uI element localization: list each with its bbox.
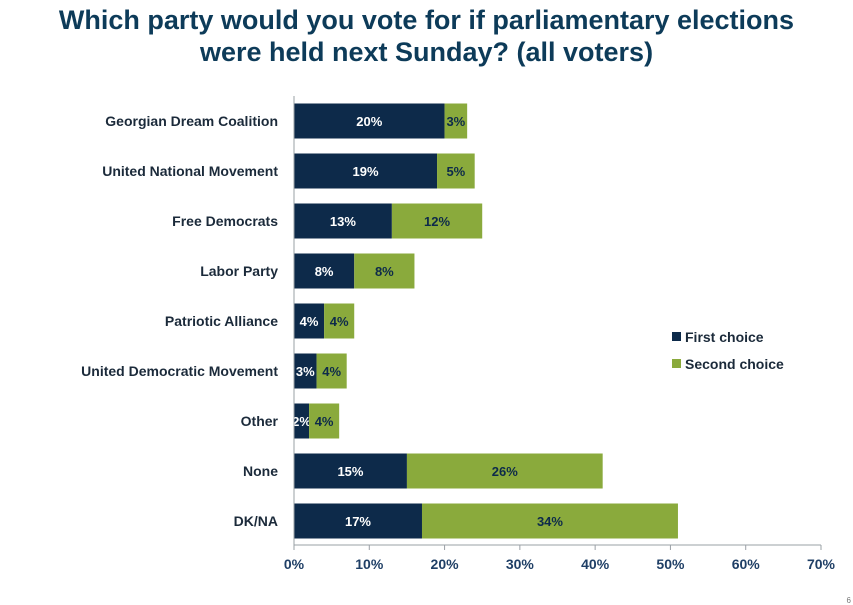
bars-layer: 20% 3% 19% 5% 13% 12% 8% 8% 4% 4% 3% 4% 2% 4% 15% 26% 17… bbox=[292, 103, 678, 539]
x-tick-label: 0% bbox=[284, 556, 305, 572]
data-label-first-choice: 8% bbox=[315, 264, 334, 279]
x-tick-label: 20% bbox=[431, 556, 460, 572]
category-label: United National Movement bbox=[102, 163, 278, 179]
chart-title-line-1: Which party would you vote for if parlia… bbox=[58, 5, 795, 35]
category-labels: Georgian Dream Coalition United National … bbox=[81, 113, 278, 529]
legend-label-first-choice: First choice bbox=[685, 329, 764, 345]
data-label-first-choice: 17% bbox=[345, 514, 371, 529]
category-label: Free Democrats bbox=[172, 213, 278, 229]
legend-label-second-choice: Second choice bbox=[685, 356, 784, 372]
bar-first-choice bbox=[294, 153, 438, 189]
bar-second-choice bbox=[421, 503, 678, 539]
chart-title: Which party would you vote for if parlia… bbox=[0, 4, 853, 68]
x-tick-label: 30% bbox=[506, 556, 535, 572]
category-label: Other bbox=[241, 413, 279, 429]
category-label: United Democratic Movement bbox=[81, 363, 278, 379]
bar-first-choice bbox=[294, 503, 422, 539]
bar-first-choice bbox=[294, 403, 310, 439]
legend-swatch-second-choice bbox=[672, 359, 681, 368]
bar-first-choice bbox=[294, 453, 407, 489]
category-label: DK/NA bbox=[234, 513, 278, 529]
category-label: Labor Party bbox=[200, 263, 278, 279]
page-number: 6 bbox=[846, 596, 851, 605]
data-label-second-choice: 26% bbox=[492, 464, 518, 479]
data-label-first-choice: 13% bbox=[330, 214, 356, 229]
legend-swatch-first-choice bbox=[672, 332, 681, 341]
data-label-first-choice: 19% bbox=[353, 164, 379, 179]
data-label-second-choice: 5% bbox=[446, 164, 465, 179]
bar-first-choice bbox=[294, 103, 445, 139]
x-tick-label: 70% bbox=[807, 556, 836, 572]
data-label-second-choice: 8% bbox=[375, 264, 394, 279]
data-label-first-choice: 3% bbox=[296, 364, 315, 379]
data-label-second-choice: 3% bbox=[446, 114, 465, 129]
data-label-second-choice: 12% bbox=[424, 214, 450, 229]
data-label-second-choice: 4% bbox=[315, 414, 334, 429]
data-label-first-choice: 15% bbox=[337, 464, 363, 479]
data-label-second-choice: 4% bbox=[330, 314, 349, 329]
bar-second-choice bbox=[324, 303, 355, 339]
bar-second-choice bbox=[437, 153, 475, 189]
x-tick-label: 40% bbox=[581, 556, 610, 572]
data-label-first-choice: 2% bbox=[292, 414, 311, 429]
legend: First choice Second choice bbox=[672, 329, 784, 372]
bar-second-choice bbox=[309, 403, 340, 439]
bar-second-choice bbox=[354, 253, 415, 289]
x-axis: 0% 10% 20% 30% 40% 50% 60% 70% bbox=[284, 96, 836, 572]
category-label: Georgian Dream Coalition bbox=[105, 113, 278, 129]
bar-first-choice bbox=[294, 203, 392, 239]
chart-title-line-2: were held next Sunday? (all voters) bbox=[199, 37, 654, 67]
bar-second-choice bbox=[406, 453, 603, 489]
data-label-first-choice: 20% bbox=[356, 114, 382, 129]
bar-second-choice bbox=[316, 353, 347, 389]
data-label-second-choice: 34% bbox=[537, 514, 563, 529]
bar-second-choice bbox=[444, 103, 468, 139]
data-label-first-choice: 4% bbox=[300, 314, 319, 329]
x-tick-label: 10% bbox=[355, 556, 384, 572]
bar-first-choice bbox=[294, 303, 325, 339]
bar-first-choice bbox=[294, 253, 355, 289]
x-tick-label: 50% bbox=[656, 556, 685, 572]
category-label: Patriotic Alliance bbox=[165, 313, 278, 329]
category-label: None bbox=[243, 463, 278, 479]
data-label-second-choice: 4% bbox=[322, 364, 341, 379]
x-tick-label: 60% bbox=[732, 556, 761, 572]
bar-second-choice bbox=[391, 203, 483, 239]
bar-first-choice bbox=[294, 353, 317, 389]
